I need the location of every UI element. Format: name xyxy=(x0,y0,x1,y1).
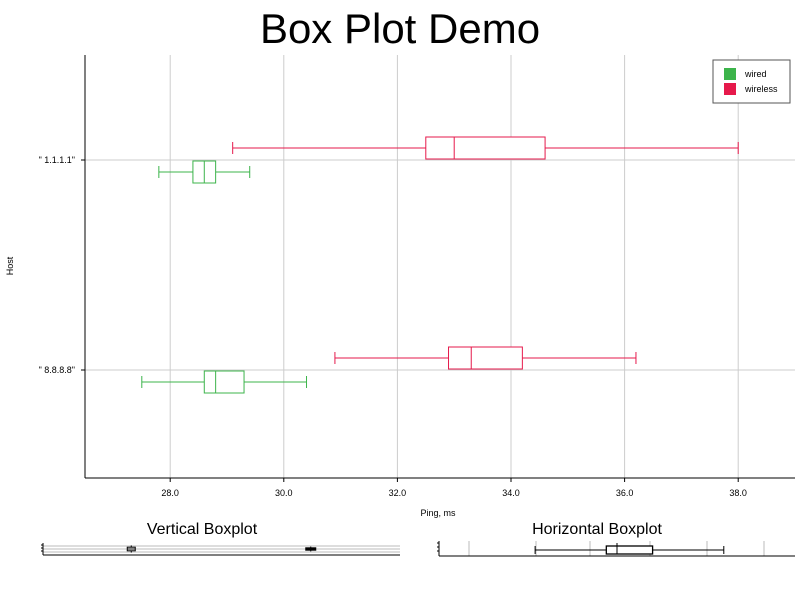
legend-swatch-wired xyxy=(724,68,736,80)
wireless-box xyxy=(448,346,523,370)
legend-box xyxy=(712,59,791,104)
x-tick-label: 38.0 xyxy=(729,488,747,498)
horizontal-box xyxy=(605,545,654,555)
y-tick-label: " 8.8.8.8" xyxy=(39,365,75,375)
x-tick-label: 36.0 xyxy=(616,488,634,498)
x-tick-label: 28.0 xyxy=(161,488,179,498)
legend-swatch-wireless xyxy=(724,83,736,95)
x-tick-label: 34.0 xyxy=(502,488,520,498)
y-axis-label: Host xyxy=(5,256,15,275)
chart-title: Box Plot Demo xyxy=(259,5,541,52)
horizontal-boxplot-title: Horizontal Boxplot xyxy=(532,521,662,538)
vertical-boxplot-title: Vertical Boxplot xyxy=(146,521,258,538)
x-tick-label: 30.0 xyxy=(275,488,293,498)
y-tick-label: " 1.1.1.1" xyxy=(39,155,75,165)
legend-label-wireless: wireless xyxy=(744,84,778,94)
x-axis-label: Ping, ms xyxy=(420,508,456,518)
wireless-box xyxy=(425,136,546,160)
wired-box xyxy=(203,370,245,394)
x-tick-label: 32.0 xyxy=(389,488,407,498)
legend-label-wired: wired xyxy=(744,69,767,79)
